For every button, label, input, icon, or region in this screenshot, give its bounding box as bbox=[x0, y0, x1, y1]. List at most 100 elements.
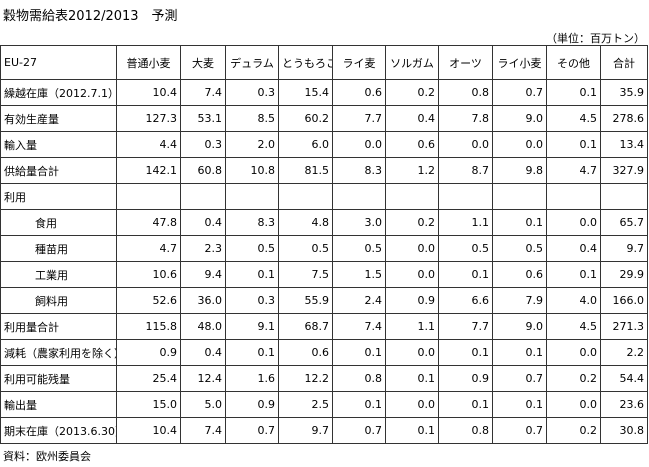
cell-value: 0.0 bbox=[546, 339, 601, 366]
table-row: 期末在庫（2013.6.30） 10.4 7.4 0.7 9.7 0.7 0.1 0.8 0.7… bbox=[0, 417, 648, 444]
row-label: 利用可能残量 bbox=[0, 365, 117, 392]
unit-note: （単位：百万トン） bbox=[546, 32, 645, 45]
title: 穀物需給表2012/2013 予測 bbox=[3, 9, 178, 24]
cell-value: 0.9 bbox=[116, 339, 181, 366]
cell-value: 0.0 bbox=[546, 209, 601, 236]
table-row: 供給量合計 142.1 60.8 10.8 81.5 8.3 1.2 8.7 9.8 4.7 327… bbox=[0, 157, 648, 184]
cell-value: 8.7 bbox=[438, 157, 493, 184]
cell-value: 4.4 bbox=[116, 131, 181, 158]
cell-value: 4.5 bbox=[546, 313, 601, 340]
cell-value: 4.8 bbox=[278, 209, 333, 236]
cell-value: 0.1 bbox=[385, 417, 439, 444]
cell-value: 327.9 bbox=[600, 157, 648, 184]
cell-value: 1.6 bbox=[225, 365, 279, 392]
cell-value: 54.4 bbox=[600, 365, 648, 392]
empty-cell bbox=[332, 183, 386, 210]
row-label: 減耗（農家利用を除く） bbox=[0, 339, 117, 366]
cell-value: 9.1 bbox=[225, 313, 279, 340]
cell-value: 0.3 bbox=[225, 79, 279, 106]
cell-value: 166.0 bbox=[600, 287, 648, 314]
cell-value: 48.0 bbox=[180, 313, 226, 340]
table-row: 種苗用 4.7 2.3 0.5 0.5 0.5 0.0 0.5 0.5 0.4 9.7 bbox=[0, 235, 648, 262]
cell-value: 52.6 bbox=[116, 287, 181, 314]
cell-value: 9.0 bbox=[492, 313, 547, 340]
cell-value: 271.3 bbox=[600, 313, 648, 340]
column-header: ライ小麦 bbox=[492, 45, 547, 80]
cell-value: 15.4 bbox=[278, 79, 333, 106]
row-label: 飼料用 bbox=[0, 287, 117, 314]
empty-cell bbox=[385, 183, 439, 210]
empty-cell bbox=[438, 183, 493, 210]
table-row: 食用 47.8 0.4 8.3 4.8 3.0 0.2 1.1 0.1 0.0 65.7 bbox=[0, 209, 648, 236]
cell-value: 10.4 bbox=[116, 79, 181, 106]
cell-value: 7.7 bbox=[332, 105, 386, 132]
cell-value: 0.7 bbox=[225, 417, 279, 444]
cell-value: 0.9 bbox=[225, 391, 279, 418]
row-label: 供給量合計 bbox=[0, 157, 117, 184]
cell-value: 1.5 bbox=[332, 261, 386, 288]
cell-value: 15.0 bbox=[116, 391, 181, 418]
table-row: 工業用 10.6 9.4 0.1 7.5 1.5 0.0 0.1 0.6 0.1 29.9 bbox=[0, 261, 648, 288]
cell-value: 7.8 bbox=[438, 105, 493, 132]
cell-value: 0.2 bbox=[546, 417, 601, 444]
cell-value: 53.1 bbox=[180, 105, 226, 132]
cell-value: 7.4 bbox=[180, 79, 226, 106]
cell-value: 12.4 bbox=[180, 365, 226, 392]
supply-table: EU-27普通小麦大麦デュラムとうもろこしライ麦ソルガムオーツライ小麦その他合計… bbox=[0, 45, 648, 444]
table-row: 減耗（農家利用を除く） 0.9 0.4 0.1 0.6 0.1 0.0 0.1 0.1 0.0 2.… bbox=[0, 339, 648, 366]
cell-value: 0.6 bbox=[492, 261, 547, 288]
column-header: オーツ bbox=[438, 45, 493, 80]
cell-value: 0.8 bbox=[438, 79, 493, 106]
cell-value: 68.7 bbox=[278, 313, 333, 340]
row-label: 有効生産量 bbox=[0, 105, 117, 132]
cell-value: 0.0 bbox=[492, 131, 547, 158]
cell-value: 0.5 bbox=[492, 235, 547, 262]
cell-value: 0.0 bbox=[385, 261, 439, 288]
cell-value: 0.5 bbox=[438, 235, 493, 262]
cell-value: 0.0 bbox=[438, 131, 493, 158]
cell-value: 0.2 bbox=[546, 365, 601, 392]
row-label: 種苗用 bbox=[0, 235, 117, 262]
table-row: 有効生産量 127.3 53.1 8.5 60.2 7.7 0.4 7.8 9.0 4.5 278.… bbox=[0, 105, 648, 132]
cell-value: 0.6 bbox=[278, 339, 333, 366]
empty-cell bbox=[180, 183, 226, 210]
cell-value: 7.7 bbox=[438, 313, 493, 340]
cell-value: 0.7 bbox=[492, 417, 547, 444]
column-header: ソルガム bbox=[385, 45, 439, 80]
cell-value: 0.0 bbox=[385, 235, 439, 262]
table-row: 利用 bbox=[0, 183, 648, 210]
cell-value: 0.1 bbox=[385, 365, 439, 392]
cell-value: 2.5 bbox=[278, 391, 333, 418]
empty-cell bbox=[278, 183, 333, 210]
cell-value: 30.8 bbox=[600, 417, 648, 444]
column-header: デュラム bbox=[225, 45, 279, 80]
column-header: 普通小麦 bbox=[116, 45, 181, 80]
table-row: 輸出量 15.0 5.0 0.9 2.5 0.1 0.0 0.1 0.1 0.0 23.6 bbox=[0, 391, 648, 418]
row-label: 期末在庫（2013.6.30） bbox=[0, 417, 117, 444]
cell-value: 0.0 bbox=[385, 339, 439, 366]
table-row: 利用量合計 115.8 48.0 9.1 68.7 7.4 1.1 7.7 9.0 4.5 271.… bbox=[0, 313, 648, 340]
empty-cell bbox=[492, 183, 547, 210]
cell-value: 2.4 bbox=[332, 287, 386, 314]
cell-value: 115.8 bbox=[116, 313, 181, 340]
cell-value: 7.9 bbox=[492, 287, 547, 314]
row-label: 食用 bbox=[0, 209, 117, 236]
cell-value: 0.4 bbox=[546, 235, 601, 262]
cell-value: 0.7 bbox=[492, 365, 547, 392]
cell-value: 4.0 bbox=[546, 287, 601, 314]
cell-value: 0.1 bbox=[438, 391, 493, 418]
cell-value: 7.4 bbox=[180, 417, 226, 444]
cell-value: 0.3 bbox=[180, 131, 226, 158]
row-label: 繰越在庫（2012.7.1） bbox=[0, 79, 117, 106]
row-label: 工業用 bbox=[0, 261, 117, 288]
cell-value: 0.1 bbox=[546, 131, 601, 158]
cell-value: 0.8 bbox=[332, 365, 386, 392]
cell-value: 0.7 bbox=[332, 417, 386, 444]
cell-value: 55.9 bbox=[278, 287, 333, 314]
cell-value: 0.5 bbox=[278, 235, 333, 262]
row-label: 利用量合計 bbox=[0, 313, 117, 340]
cell-value: 0.7 bbox=[492, 79, 547, 106]
cell-value: 1.1 bbox=[385, 313, 439, 340]
cell-value: 0.2 bbox=[385, 79, 439, 106]
